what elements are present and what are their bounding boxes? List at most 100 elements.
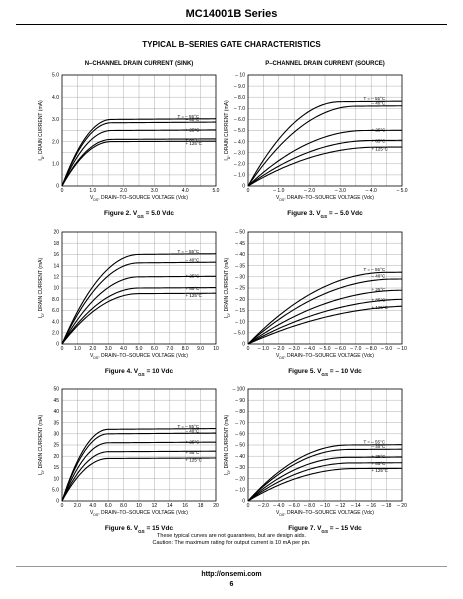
y-tick-label: 4.0: [52, 95, 59, 101]
y-tick-label: – 80: [235, 409, 245, 415]
x-tick-label: 4.0: [182, 188, 189, 194]
chart-title: N–CHANNEL DRAIN CURRENT (SINK): [85, 61, 194, 67]
y-tick-label: 8.0: [52, 297, 59, 303]
x-tick-label: – 4.0: [304, 346, 315, 352]
x-axis-label: VDS, DRAIN–TO–SOURCE VOLTAGE (Vdc): [276, 195, 374, 202]
series-curve: [61, 450, 217, 502]
y-axis-label: ID, DRAIN CURRENT (mA): [224, 100, 231, 161]
y-tick-label: – 90: [235, 398, 245, 404]
x-tick-label: 1.0: [89, 188, 96, 194]
x-tick-label: 10: [136, 503, 142, 509]
series-curve: [61, 253, 217, 345]
y-tick-label: – 20: [235, 297, 245, 303]
y-tick-label: – 25: [235, 286, 245, 292]
y-tick-label: – 35: [235, 263, 245, 269]
series-curve: [61, 428, 217, 502]
y-tick-label: – 45: [235, 241, 245, 247]
x-tick-label: 5.0: [213, 188, 220, 194]
y-tick-label: 10: [53, 476, 59, 482]
y-tick-label: 25: [53, 443, 59, 449]
y-tick-label: 2.0: [52, 139, 59, 145]
x-tick-label: 2.0: [120, 188, 127, 194]
x-tick-label: – 3.0: [289, 346, 300, 352]
y-tick-label: – 2.0: [234, 162, 245, 168]
y-tick-label: – 60: [235, 432, 245, 438]
curve-label: + 125°C: [372, 305, 389, 310]
curve-label: – 40°C: [186, 117, 201, 122]
x-tick-label: 0: [247, 503, 250, 509]
series-curve: [247, 456, 403, 502]
y-tick-label: 20: [53, 230, 59, 236]
x-tick-label: 16: [182, 503, 188, 509]
curve-label: + 125°C: [372, 146, 389, 151]
y-tick-label: – 50: [235, 443, 245, 449]
y-tick-label: 50: [53, 387, 59, 393]
x-tick-label: – 7.0: [350, 346, 361, 352]
y-tick-label: – 10: [235, 73, 245, 79]
series-curve: [61, 129, 217, 187]
y-tick-label: 20: [53, 454, 59, 460]
y-tick-label: 2.0: [52, 331, 59, 337]
x-tick-label: 18: [198, 503, 204, 509]
series-curve: [247, 448, 403, 502]
series-curve: [61, 292, 217, 345]
footer-url: http://onsemi.com: [201, 571, 262, 578]
y-tick-label: – 10: [235, 319, 245, 325]
footer-rule: [16, 566, 447, 567]
curve-label: T = – 55°C: [178, 249, 200, 254]
y-tick-label: 18: [53, 241, 59, 247]
y-tick-label: 10: [53, 286, 59, 292]
series-curve: [61, 261, 217, 345]
curve-label: T = – 55°C: [364, 267, 386, 272]
y-tick-label: – 40: [235, 252, 245, 258]
x-tick-label: – 4.0: [273, 503, 284, 509]
y-tick-label: – 6.0: [234, 117, 245, 123]
x-tick-label: 5.0: [136, 346, 143, 352]
y-tick-label: – 3.0: [234, 150, 245, 156]
series-curve: [247, 278, 403, 345]
y-tick-label: 12: [53, 275, 59, 281]
y-tick-label: – 20: [235, 476, 245, 482]
y-tick-label: 0: [242, 184, 245, 190]
y-tick-label: 14: [53, 263, 59, 269]
x-tick-label: – 2.0: [258, 503, 269, 509]
y-tick-label: – 10: [235, 488, 245, 494]
footnote-line-2: Caution: The maximum rating for output c…: [152, 540, 311, 546]
series-curve: [247, 467, 403, 502]
curve-label: + 25°C: [186, 440, 201, 445]
y-tick-label: – 30: [235, 465, 245, 471]
x-tick-label: – 6.0: [335, 346, 346, 352]
x-tick-label: – 5.0: [319, 346, 330, 352]
y-axis-label: ID, DRAIN CURRENT (mA): [38, 100, 45, 161]
x-tick-label: – 16: [366, 503, 376, 509]
y-tick-label: 5.0: [52, 488, 59, 494]
y-axis-label: ID, DRAIN CURRENT (mA): [224, 258, 231, 319]
chart-1: N–CHANNEL DRAIN CURRENT (SINK) 0 1.0 2.0 3.0…: [38, 61, 220, 219]
curve-label: – 40°C: [186, 428, 201, 433]
series-curve: [61, 275, 217, 345]
x-tick-label: – 8.0: [304, 503, 315, 509]
x-tick-label: 10: [213, 346, 219, 352]
section-title: TYPICAL B–SERIES GATE CHARACTERISTICS: [142, 40, 321, 49]
x-tick-label: 1.0: [74, 346, 81, 352]
y-tick-label: 15: [53, 465, 59, 471]
curve-label: + 125°C: [186, 293, 203, 298]
x-axis-label: VDS, DRAIN–TO–SOURCE VOLTAGE (Vdc): [90, 353, 188, 360]
y-tick-label: 0: [56, 499, 59, 505]
plot-frame: [247, 231, 403, 345]
x-tick-label: – 2.0: [304, 188, 315, 194]
y-tick-label: – 4.0: [234, 139, 245, 145]
x-axis-label: VDS, DRAIN–TO–SOURCE VOLTAGE (Vdc): [90, 195, 188, 202]
x-tick-label: – 2.0: [273, 346, 284, 352]
y-tick-label: – 1.0: [234, 173, 245, 179]
y-axis-label: ID, DRAIN CURRENT (mA): [38, 415, 45, 476]
y-tick-label: 0: [56, 342, 59, 348]
y-tick-label: – 70: [235, 420, 245, 426]
x-tick-label: – 10: [397, 346, 407, 352]
series-curve: [247, 289, 403, 345]
series-curve: [247, 298, 403, 345]
series-curve: [247, 462, 403, 502]
curve-label: T = – 55°C: [364, 96, 386, 101]
y-tick-label: 1.0: [52, 162, 59, 168]
